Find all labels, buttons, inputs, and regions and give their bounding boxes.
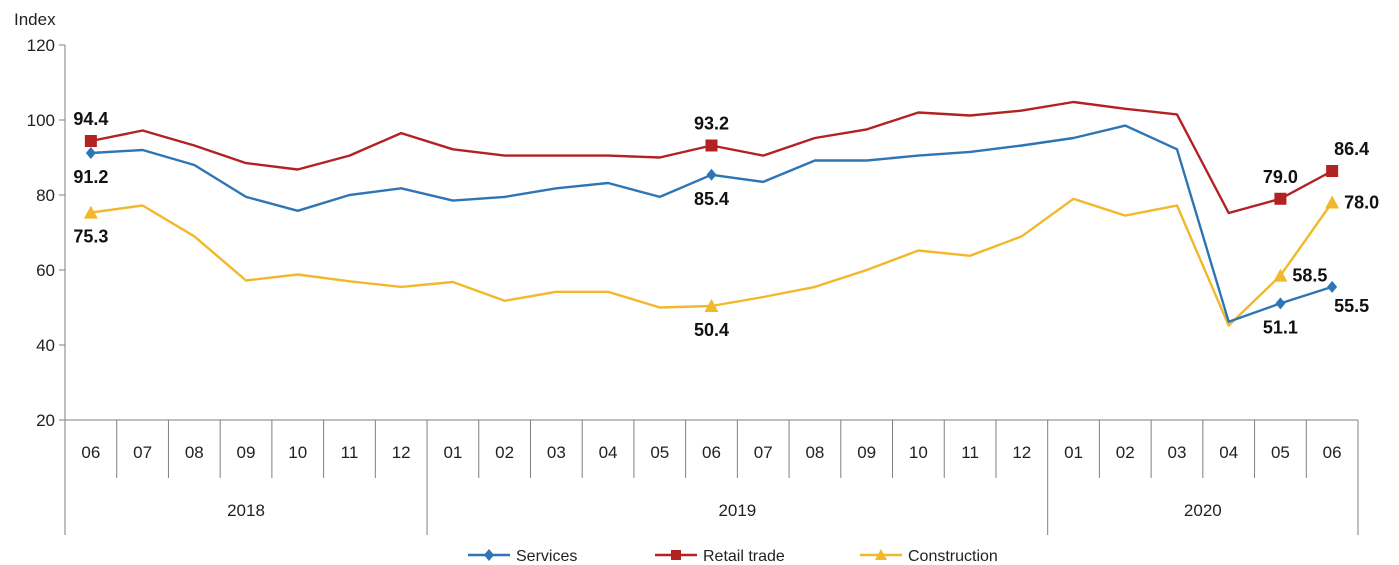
- year-label: 2019: [718, 501, 756, 520]
- legend-marker-services: [484, 549, 494, 561]
- x-tick-label: 04: [599, 443, 618, 462]
- x-tick-label: 11: [961, 443, 979, 462]
- data-label: 51.1: [1263, 317, 1298, 337]
- data-label: 86.4: [1334, 139, 1369, 159]
- x-tick-label: 03: [547, 443, 566, 462]
- data-point-retail-trade: [1326, 165, 1339, 177]
- x-tick-label: 07: [754, 443, 773, 462]
- data-label: 94.4: [73, 109, 108, 129]
- legend-label-services: Services: [516, 548, 577, 565]
- x-tick-label: 01: [1064, 443, 1083, 462]
- data-point-services: [1327, 280, 1338, 293]
- data-label: 79.0: [1263, 167, 1298, 187]
- data-point-construction: [1273, 268, 1288, 282]
- data-label: 91.2: [73, 167, 108, 187]
- data-point-construction: [83, 205, 98, 219]
- x-tick-label: 07: [133, 443, 152, 462]
- series-markers: [83, 135, 1340, 312]
- year-label: 2018: [227, 501, 265, 520]
- data-point-retail-trade: [1274, 192, 1287, 205]
- legend-label-retail-trade: Retail trade: [703, 548, 785, 565]
- x-tick-label: 11: [341, 443, 359, 462]
- data-label: 58.5: [1292, 266, 1327, 286]
- data-label: 85.4: [694, 189, 729, 209]
- y-tick-label: 80: [36, 186, 55, 205]
- y-tick-label: 60: [36, 261, 55, 280]
- y-tick-label: 20: [36, 411, 55, 430]
- legend-marker-retail-trade: [671, 550, 681, 560]
- x-tick-label: 03: [1168, 443, 1187, 462]
- legend-marker-construction: [875, 549, 887, 560]
- x-tick-label: 10: [288, 443, 307, 462]
- data-label: 50.4: [694, 320, 729, 340]
- data-point-retail-trade: [705, 139, 718, 152]
- year-label: 2020: [1184, 501, 1222, 520]
- data-label: 78.0: [1344, 193, 1379, 213]
- x-tick-label: 09: [237, 443, 256, 462]
- x-tick-label: 08: [185, 443, 204, 462]
- x-tick-label: 05: [1271, 443, 1290, 462]
- x-tick-label: 06: [1323, 443, 1342, 462]
- data-point-retail-trade: [84, 135, 97, 147]
- x-tick-label: 12: [392, 443, 411, 462]
- x-tick-label: 09: [857, 443, 876, 462]
- x-tick-label: 06: [702, 443, 721, 462]
- y-axis-title: Index: [14, 10, 56, 29]
- x-tick-label: 12: [1012, 443, 1031, 462]
- data-point-construction: [704, 299, 719, 312]
- x-tick-label: 10: [909, 443, 928, 462]
- x-tick-label: 04: [1219, 443, 1238, 462]
- x-tick-label: 01: [443, 443, 462, 462]
- x-tick-label: 02: [495, 443, 514, 462]
- x-tick-label: 02: [1116, 443, 1135, 462]
- x-tick-label: 06: [81, 443, 100, 462]
- data-point-services: [85, 147, 96, 159]
- x-tick-label: 08: [805, 443, 824, 462]
- data-label: 93.2: [694, 114, 729, 134]
- data-point-services: [1275, 297, 1286, 310]
- series-lines: [90, 100, 1334, 327]
- legend: Services Retail trade Construction: [468, 548, 998, 565]
- y-tick-label: 100: [27, 111, 55, 130]
- data-labels: 75.3 50.4 58.5 78.0 91.2 85.4 51.1 55.5 94.4 93.2…: [73, 109, 1379, 340]
- data-point-construction: [1325, 195, 1340, 209]
- y-tick-label: 40: [36, 336, 55, 355]
- legend-label-construction: Construction: [908, 548, 998, 565]
- axes: 20 40 60 80 100 120 06 07 08 09 10 11 12 01 02 03 04 05 06…: [27, 36, 1359, 535]
- data-label: 55.5: [1334, 296, 1369, 316]
- x-tick-label: 05: [650, 443, 669, 462]
- data-point-services: [706, 168, 717, 181]
- data-label: 75.3: [73, 227, 108, 247]
- series-line-services: [90, 124, 1333, 323]
- y-tick-label: 120: [27, 36, 55, 55]
